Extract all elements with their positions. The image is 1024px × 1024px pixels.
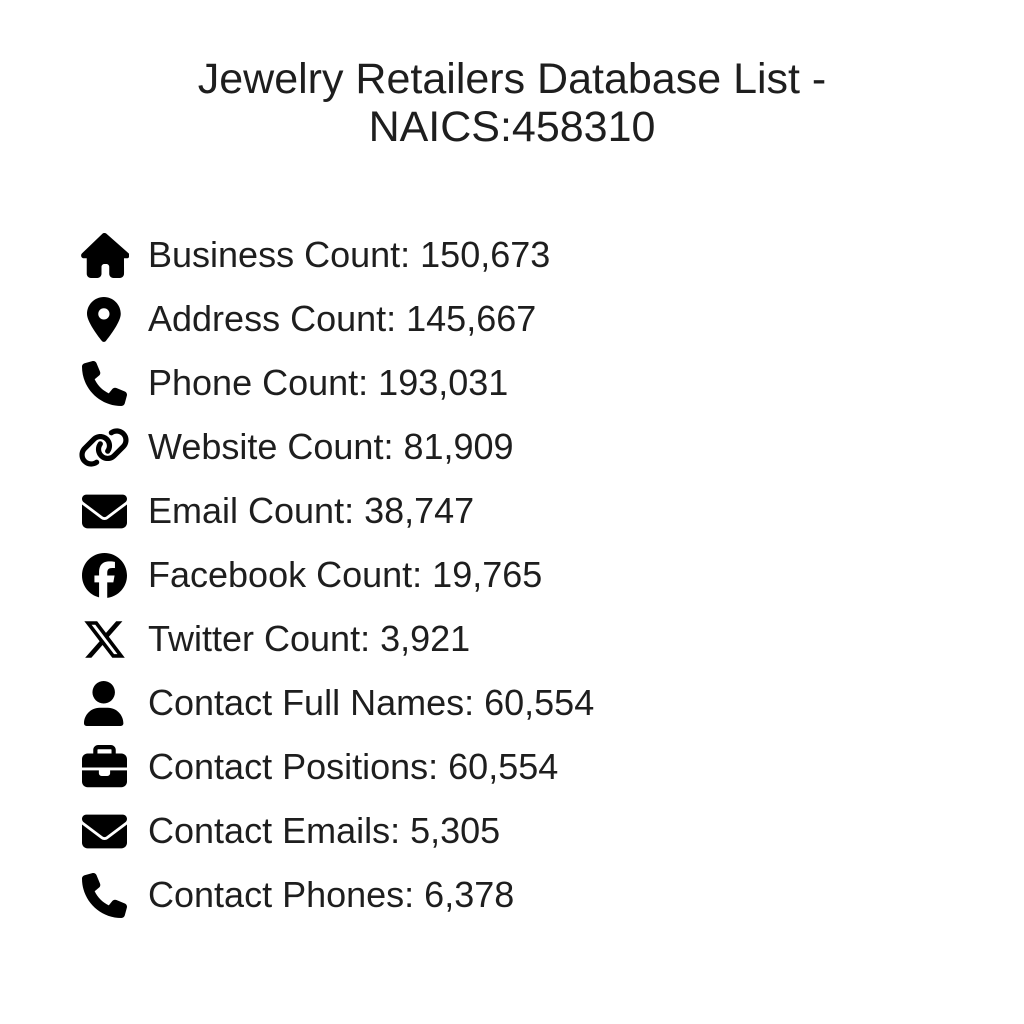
stat-text: Contact Phones: 6,378 [148, 874, 515, 915]
stat-row-contact-positions: Contact Positions: 60,554 [78, 735, 1024, 799]
stat-row-contact-full-names: Contact Full Names: 60,554 [78, 671, 1024, 735]
stat-text: Contact Positions: 60,554 [148, 746, 559, 787]
stat-row-facebook-count: Facebook Count: 19,765 [78, 543, 1024, 607]
page-title-line-2: NAICS:458310 [368, 103, 656, 151]
stat-text: Contact Full Names: 60,554 [148, 682, 595, 723]
facebook-icon [78, 549, 130, 601]
briefcase-icon [78, 741, 130, 793]
envelope-icon [78, 805, 130, 857]
link-icon [78, 421, 130, 473]
stats-list: Business Count: 150,673 Address Count: 1… [0, 223, 1024, 927]
phone-icon [78, 357, 130, 409]
stat-row-email-count: Email Count: 38,747 [78, 479, 1024, 543]
stat-row-address-count: Address Count: 145,667 [78, 287, 1024, 351]
stat-text: Facebook Count: 19,765 [148, 554, 543, 595]
page-title-line-1: Jewelry Retailers Database List - [197, 55, 827, 103]
page-title: Jewelry Retailers Database List - NAICS:… [82, 55, 942, 151]
stat-text: Website Count: 81,909 [148, 426, 514, 467]
stat-text: Email Count: 38,747 [148, 490, 475, 531]
stat-text: Business Count: 150,673 [148, 234, 551, 275]
home-icon [78, 229, 130, 281]
user-icon [78, 677, 130, 729]
stat-row-website-count: Website Count: 81,909 [78, 415, 1024, 479]
stat-row-contact-phones: Contact Phones: 6,378 [78, 863, 1024, 927]
location-pin-icon [78, 293, 130, 345]
stat-text: Contact Emails: 5,305 [148, 810, 501, 851]
stat-row-twitter-count: Twitter Count: 3,921 [78, 607, 1024, 671]
phone-icon [78, 869, 130, 921]
x-twitter-icon [78, 613, 130, 665]
envelope-icon [78, 485, 130, 537]
stat-row-phone-count: Phone Count: 193,031 [78, 351, 1024, 415]
stat-text: Phone Count: 193,031 [148, 362, 509, 403]
stat-row-business-count: Business Count: 150,673 [78, 223, 1024, 287]
stat-row-contact-emails: Contact Emails: 5,305 [78, 799, 1024, 863]
stat-text: Address Count: 145,667 [148, 298, 537, 339]
stat-text: Twitter Count: 3,921 [148, 618, 471, 659]
